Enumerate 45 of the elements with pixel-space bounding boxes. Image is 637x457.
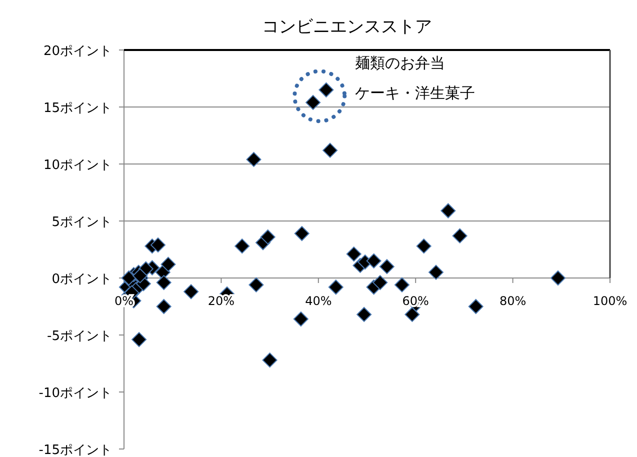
point bbox=[248, 277, 264, 292]
point bbox=[160, 256, 176, 272]
y-tick-label: -5ポイント bbox=[47, 329, 112, 344]
y-tick-label: 20ポイント bbox=[43, 44, 112, 59]
point bbox=[150, 237, 166, 252]
x-tick-label: 20% bbox=[208, 294, 235, 308]
point bbox=[416, 238, 432, 254]
y-tick-label: 15ポイント bbox=[43, 101, 112, 116]
point bbox=[394, 277, 410, 292]
point bbox=[440, 203, 456, 218]
annotation: 麺類のお弁当 bbox=[355, 54, 446, 72]
point bbox=[156, 299, 172, 314]
y-tick-label: -15ポイント bbox=[38, 443, 112, 457]
point bbox=[379, 259, 394, 274]
point bbox=[132, 332, 147, 348]
point bbox=[262, 352, 278, 368]
point bbox=[346, 246, 362, 262]
annotation: ケーキ・洋生菓子 bbox=[355, 84, 476, 102]
point bbox=[234, 238, 250, 254]
point bbox=[293, 312, 308, 327]
point bbox=[121, 270, 136, 286]
y-tick-label: -10ポイント bbox=[38, 386, 112, 401]
point bbox=[356, 306, 372, 322]
point bbox=[132, 268, 148, 284]
point bbox=[328, 280, 344, 295]
point bbox=[366, 253, 382, 268]
point bbox=[452, 228, 468, 244]
point bbox=[294, 226, 310, 242]
point bbox=[184, 284, 199, 300]
point bbox=[322, 142, 338, 158]
y-tick-label: 10ポイント bbox=[43, 158, 112, 173]
point bbox=[246, 152, 262, 167]
x-tick-label: 100% bbox=[592, 294, 628, 308]
point bbox=[260, 229, 276, 244]
point bbox=[550, 270, 566, 286]
point bbox=[404, 306, 420, 322]
x-tick-label: 80% bbox=[499, 294, 526, 308]
point bbox=[156, 275, 172, 290]
point bbox=[428, 264, 444, 280]
y-tick-label: 0ポイント bbox=[52, 272, 112, 287]
point bbox=[468, 299, 484, 314]
y-tick-label: 5ポイント bbox=[52, 215, 112, 230]
chart-title: コンビニエンスストア bbox=[262, 17, 432, 37]
x-tick-label: 40% bbox=[305, 294, 332, 308]
point bbox=[372, 275, 388, 290]
